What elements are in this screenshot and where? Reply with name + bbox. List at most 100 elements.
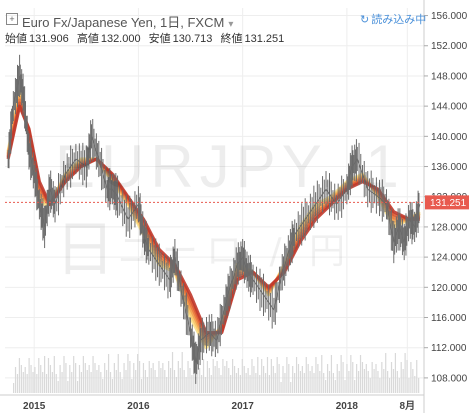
volume-bar: [342, 362, 344, 393]
volume-bar: [365, 364, 367, 393]
volume-bar: [390, 362, 393, 393]
volume-bar: [245, 373, 247, 393]
volume-bar: [106, 370, 108, 393]
y-tick-label: 108.000: [431, 373, 468, 384]
volume-bar: [86, 370, 88, 393]
plus-square-icon[interactable]: +: [6, 13, 18, 25]
ma-line: [6, 95, 421, 344]
volume-bar: [297, 364, 300, 393]
chart-title[interactable]: Euro Fx/Japanese Yen, 1日, FXCM ▾: [22, 12, 233, 31]
volume-bar: [292, 366, 294, 393]
volume-bar: [135, 370, 137, 393]
volume-bar: [111, 379, 114, 393]
chart-title-text: Euro Fx/Japanese Yen, 1日, FXCM: [22, 15, 225, 30]
volume-bar: [330, 355, 333, 393]
ma-line: [6, 104, 420, 335]
volume-bar: [144, 370, 146, 393]
volume-bar: [158, 361, 160, 393]
y-tick-label: 128.000: [431, 222, 468, 233]
volume-bar: [404, 353, 406, 393]
volume-bar: [179, 368, 181, 393]
volume-bar: [168, 361, 170, 393]
volume-bar: [133, 363, 135, 393]
volume-bar: [346, 364, 348, 393]
volume-bar: [115, 370, 117, 393]
volume-bar: [214, 366, 216, 393]
volume-bars: [13, 352, 420, 393]
volume-bar: [247, 368, 249, 393]
volume-bar: [47, 358, 50, 393]
volume-bar: [90, 372, 92, 393]
volume-bar: [63, 356, 65, 393]
last-price-badge: [425, 195, 469, 210]
volume-bar: [185, 377, 187, 393]
volume-bar: [189, 368, 191, 393]
volume-bar: [387, 371, 389, 393]
volume-bar: [125, 370, 127, 393]
volume-bar: [239, 375, 241, 393]
moving-average-ribbon: [6, 89, 421, 350]
volume-bar: [171, 352, 174, 393]
volume-bar: [276, 357, 278, 393]
volume-bar: [100, 372, 102, 393]
volume-bar: [140, 379, 143, 393]
volume-bar: [14, 367, 17, 393]
volume-bar: [55, 374, 57, 393]
volume-bar: [30, 365, 32, 393]
volume-bar: [61, 372, 63, 393]
volume-bar: [301, 366, 303, 393]
volume-bar: [299, 371, 302, 393]
volume-bar: [232, 359, 234, 393]
volume-bar: [200, 375, 203, 393]
volume-bar: [164, 370, 166, 393]
y-tick-label: 140.000: [431, 132, 468, 143]
volume-bar: [92, 356, 94, 393]
volume-bar: [363, 369, 365, 393]
volume-bar: [336, 364, 338, 393]
volume-bar: [197, 361, 199, 393]
volume-bar: [392, 369, 395, 393]
volume-bar: [241, 359, 243, 393]
volume-bar: [379, 378, 381, 393]
open-label: 始値: [5, 33, 27, 45]
volume-bar: [193, 359, 195, 393]
volume-bar: [307, 364, 309, 393]
volume-bar: [212, 359, 214, 393]
volume-bar: [65, 363, 67, 393]
volume-bar: [166, 377, 168, 393]
volume-bar: [80, 372, 83, 393]
volume-bar: [69, 365, 71, 393]
volume-bar: [237, 368, 240, 393]
volume-bar: [356, 364, 358, 393]
volume-bar: [32, 372, 34, 393]
volume-bar: [40, 365, 42, 393]
volume-bar: [20, 365, 22, 393]
volume-bar: [73, 356, 75, 393]
load-more-button[interactable]: ↻ 読み込み中: [360, 11, 426, 27]
volume-bar: [67, 381, 69, 393]
volume-bar: [142, 363, 145, 393]
chevron-down-icon: ▾: [228, 19, 234, 30]
volume-bar: [367, 371, 369, 393]
volume-bar: [202, 359, 205, 393]
volume-bar: [181, 352, 183, 393]
volume-bar: [313, 373, 315, 393]
volume-bar: [169, 368, 172, 393]
price-line: [7, 75, 421, 363]
volume-bar: [123, 363, 125, 393]
volume-bar: [16, 374, 19, 393]
volume-bar: [191, 375, 193, 393]
volume-bar: [235, 373, 238, 393]
volume-bar: [224, 366, 226, 393]
volume-bar: [396, 371, 398, 393]
volume-bar: [272, 366, 274, 393]
volume-bar: [385, 353, 387, 393]
volume-bar: [263, 366, 265, 393]
volume-bar: [218, 368, 220, 393]
volume-bar: [82, 356, 84, 393]
volume-bar: [416, 360, 418, 393]
volume-bar: [383, 369, 385, 393]
volume-bar: [177, 361, 179, 393]
volume-bar: [98, 365, 100, 393]
